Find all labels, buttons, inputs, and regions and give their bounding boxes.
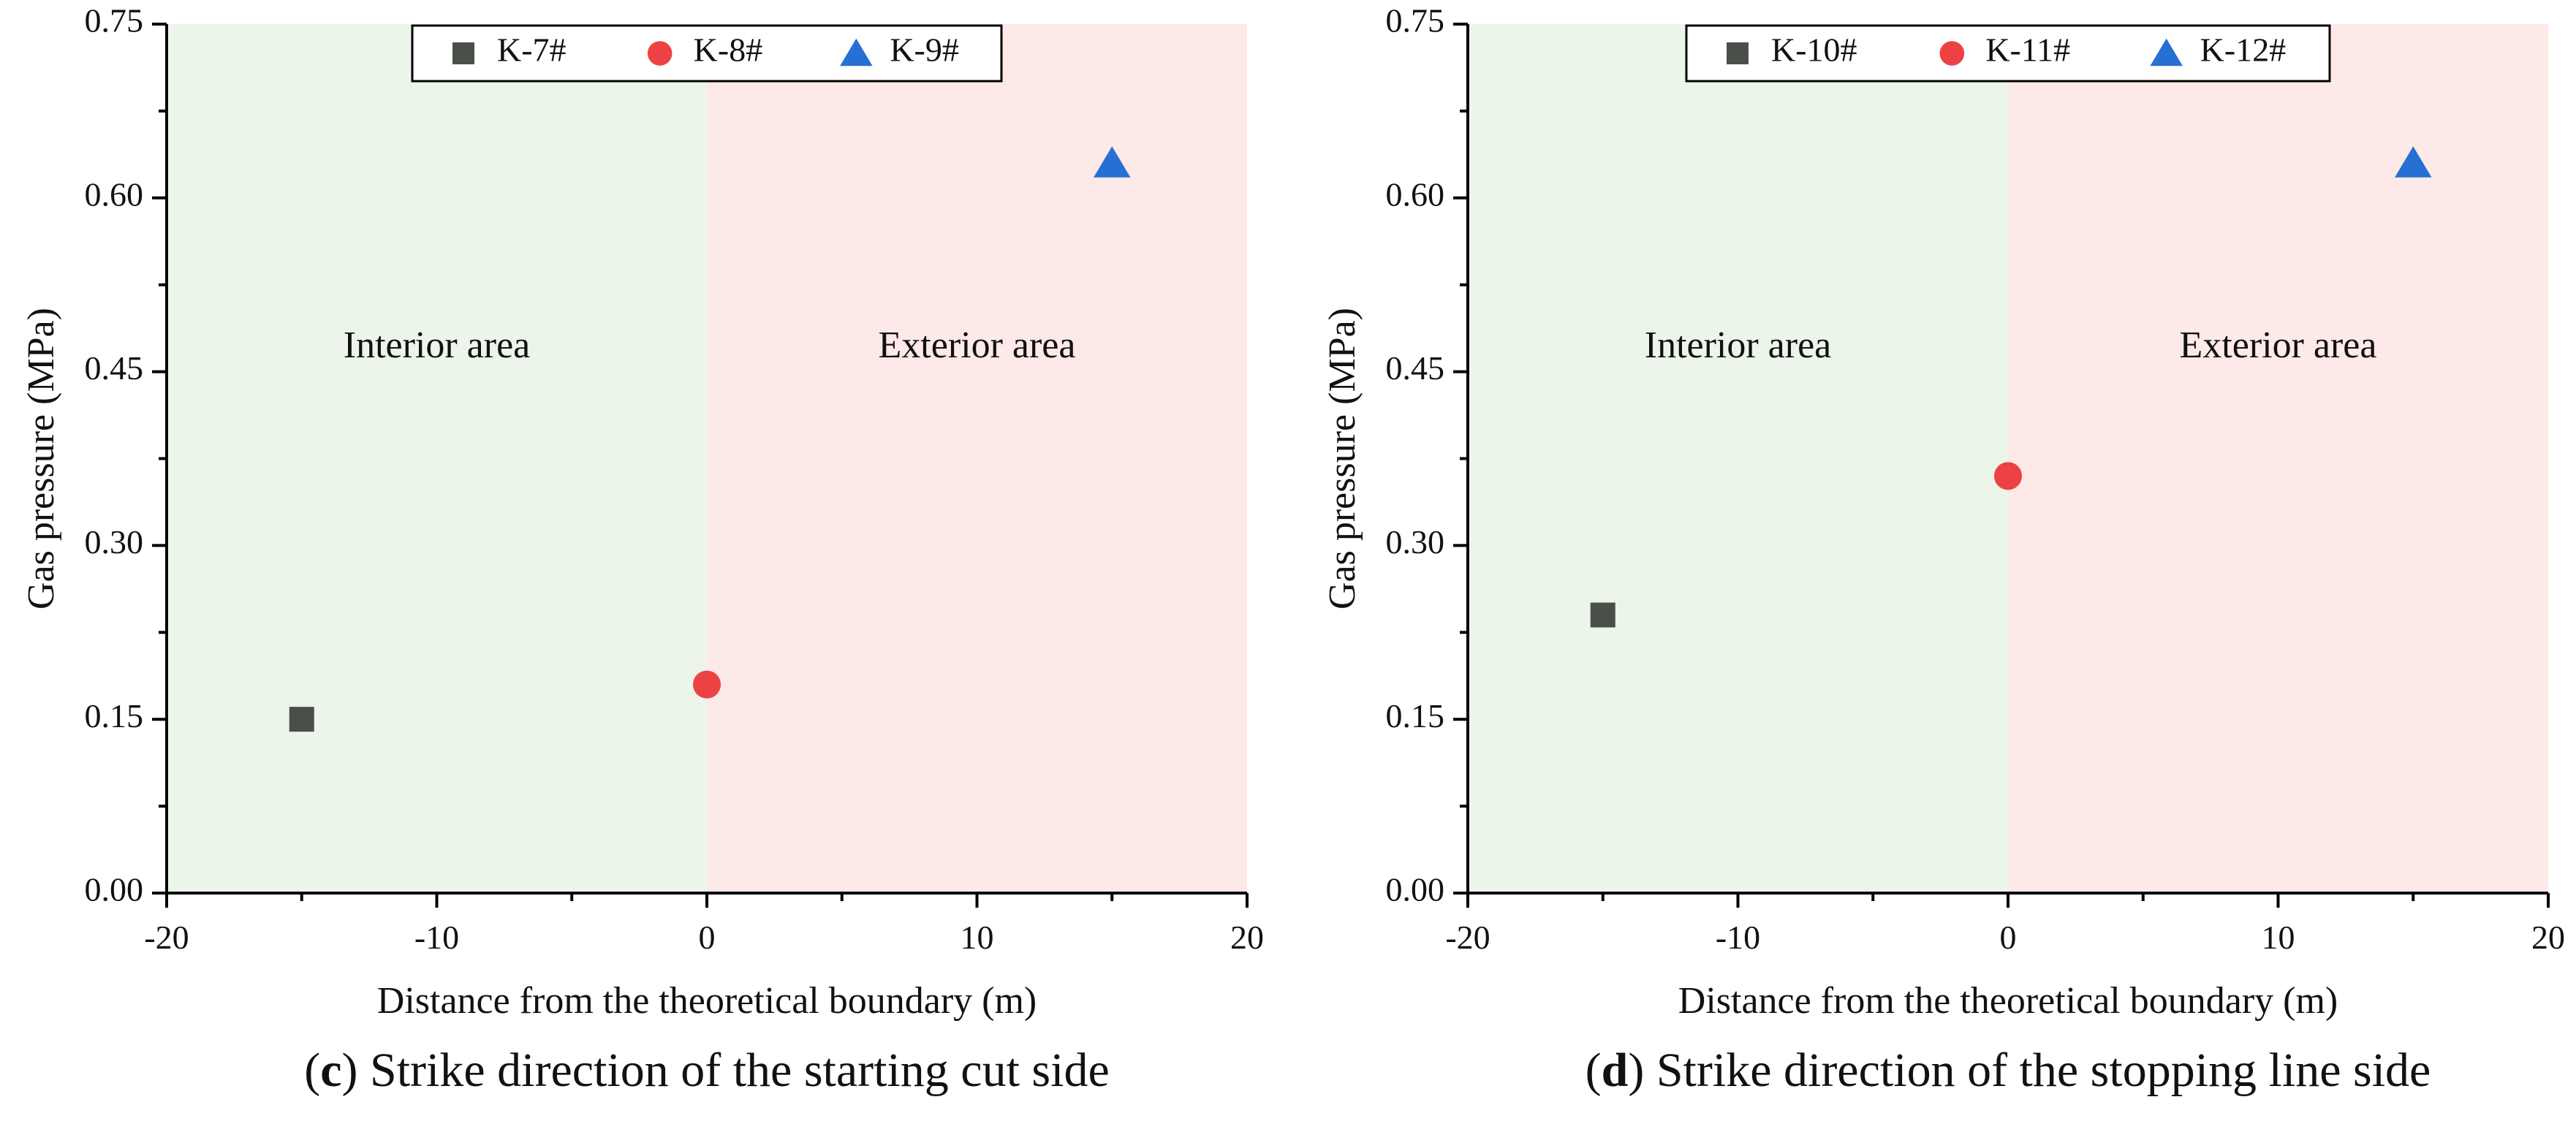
x-tick-label: 20	[2531, 919, 2565, 956]
chart-panel-c: Interior area Exterior area 0.00 0.15 0.30 0.…	[20, 2, 1264, 1097]
y-tick-label: 0.30	[1386, 523, 1445, 561]
x-axis-label: Distance from the theoretical boundary (…	[377, 980, 1037, 1022]
caption-panel-letter: d	[1602, 1044, 1629, 1097]
legend-label: K-8#	[694, 31, 763, 69]
x-tick-label: 0	[699, 919, 716, 956]
data-point-triangle	[2395, 146, 2432, 178]
legend-marker-circle	[1939, 41, 1965, 66]
x-tick-label: 20	[1230, 919, 1264, 956]
y-tick-label: 0.45	[85, 349, 144, 387]
y-tick-label: 0.15	[85, 697, 144, 734]
region-label-interior: Interior area	[1645, 324, 1831, 366]
y-tick-label: 0.75	[85, 2, 144, 39]
caption-text: ) Strike direction of the stopping line …	[1628, 1044, 2431, 1097]
y-tick-label: 0.60	[85, 175, 144, 213]
y-tick-label: 0.30	[85, 523, 144, 561]
x-tick-label: 10	[2262, 919, 2295, 956]
figure-caption: (d) Strike direction of the stopping lin…	[1586, 1044, 2431, 1097]
region-label-exterior: Exterior area	[879, 324, 1076, 366]
legend-box	[1685, 24, 2331, 83]
caption-text: ) Strike direction of the starting cut s…	[342, 1044, 1110, 1097]
legend-marker-triangle	[2150, 38, 2183, 67]
x-tick-label: 0	[2000, 919, 2017, 956]
caption-paren-open: (	[304, 1044, 320, 1097]
legend-label: K-7#	[497, 31, 567, 69]
data-point-square	[289, 707, 314, 732]
x-axis-label: Distance from the theoretical boundary (…	[1678, 980, 2338, 1022]
y-axis-label: Gas pressure (MPa)	[1322, 308, 1363, 610]
data-point-circle	[692, 670, 721, 699]
x-tick-label: -20	[1445, 919, 1490, 956]
legend-marker-square	[1727, 42, 1749, 64]
x-tick-label: -20	[144, 919, 189, 956]
y-axis-label: Gas pressure (MPa)	[20, 308, 62, 610]
legend-marker-square	[452, 42, 474, 64]
legend-label: K-10#	[1771, 31, 1857, 69]
region-exterior	[2008, 24, 2548, 893]
region-label-interior: Interior area	[344, 324, 530, 366]
region-interior	[1468, 24, 2008, 893]
region-exterior	[707, 24, 1247, 893]
y-tick-label: 0.45	[1386, 349, 1445, 387]
region-interior	[167, 24, 707, 893]
legend-marker-triangle	[840, 38, 873, 67]
x-tick-label: -10	[414, 919, 459, 956]
y-tick-label: 0.60	[1386, 175, 1445, 213]
figure-caption: (c) Strike direction of the starting cut…	[304, 1044, 1110, 1097]
legend-marker-circle	[647, 41, 673, 66]
y-tick-label: 0.00	[85, 871, 144, 908]
legend-label: K-9#	[890, 31, 959, 69]
y-tick-label: 0.00	[1386, 871, 1445, 908]
legend-label: K-11#	[1985, 31, 2070, 69]
data-point-square	[1590, 602, 1615, 628]
x-tick-label: 10	[961, 919, 994, 956]
caption-panel-letter: c	[320, 1044, 341, 1097]
y-tick-label: 0.75	[1386, 2, 1445, 39]
data-point-triangle	[1094, 146, 1131, 178]
caption-paren-open: (	[1586, 1044, 1602, 1097]
x-tick-label: -10	[1716, 919, 1760, 956]
data-point-circle	[1993, 462, 2023, 490]
chart-panel-d: Interior area Exterior area 0.00 0.15 0.30 0.…	[1322, 2, 2565, 1097]
legend-box	[411, 24, 1003, 83]
y-tick-label: 0.15	[1386, 697, 1445, 734]
region-label-exterior: Exterior area	[2180, 324, 2377, 366]
legend-label: K-12#	[2200, 31, 2287, 69]
